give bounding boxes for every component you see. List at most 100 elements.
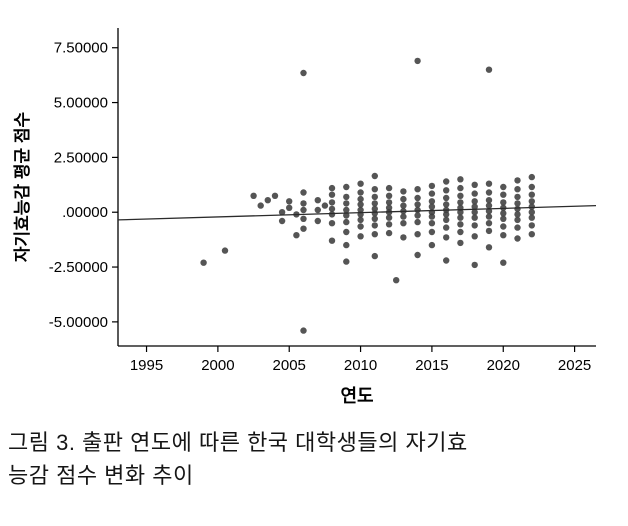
data-point xyxy=(485,197,493,204)
data-point xyxy=(264,197,271,204)
data-point xyxy=(314,197,321,204)
data-point xyxy=(514,193,521,201)
data-point xyxy=(457,209,464,216)
data-point xyxy=(471,222,478,229)
y-tick-label: .00000 xyxy=(62,204,108,221)
data-point xyxy=(343,212,350,219)
data-point xyxy=(400,202,407,209)
data-point xyxy=(414,251,421,259)
data-point xyxy=(414,186,421,193)
data-point xyxy=(514,211,521,218)
data-point xyxy=(500,210,507,217)
fit-line xyxy=(117,204,597,221)
data-point xyxy=(221,247,229,254)
data-point xyxy=(528,173,535,181)
data-point xyxy=(400,234,407,241)
data-point xyxy=(343,193,350,201)
data-point xyxy=(371,222,378,229)
data-point xyxy=(428,198,436,205)
data-point xyxy=(414,201,421,208)
data-point xyxy=(328,191,336,198)
data-point xyxy=(371,210,378,217)
data-point xyxy=(385,204,393,211)
data-point xyxy=(300,69,307,77)
data-point xyxy=(385,199,393,206)
data-point xyxy=(343,241,350,249)
data-point xyxy=(200,259,207,266)
data-point xyxy=(343,218,350,226)
data-point xyxy=(400,220,407,227)
data-point xyxy=(328,199,336,206)
data-point xyxy=(321,202,329,209)
figure-caption: 그림 3. 출판 연도에 따른 한국 대학생들의 자기효 능감 점수 변화 추이 xyxy=(8,426,620,492)
data-point xyxy=(357,233,364,240)
data-point xyxy=(428,190,436,197)
data-point xyxy=(371,186,378,193)
data-point xyxy=(414,206,421,214)
data-point xyxy=(271,192,279,199)
data-point xyxy=(528,191,535,198)
data-point xyxy=(485,244,493,251)
data-point xyxy=(250,192,257,199)
x-tick-label: 2020 xyxy=(487,357,520,374)
data-point xyxy=(357,206,364,214)
data-point xyxy=(528,222,535,229)
data-point xyxy=(314,217,321,225)
y-tick-label: -5.00000 xyxy=(49,314,108,331)
data-point xyxy=(457,192,464,199)
y-tick-label: 5.00000 xyxy=(54,95,108,112)
x-tick-label: 2015 xyxy=(415,357,448,374)
data-point xyxy=(414,231,421,238)
data-point xyxy=(457,214,464,221)
data-point xyxy=(457,228,464,236)
data-point xyxy=(485,227,493,235)
data-point xyxy=(514,177,521,184)
y-tick-label: 2.50000 xyxy=(54,149,108,166)
data-point xyxy=(443,178,450,185)
data-point xyxy=(471,261,478,269)
data-point xyxy=(471,181,478,188)
data-point xyxy=(357,180,364,187)
data-point xyxy=(300,189,307,196)
data-point xyxy=(443,201,450,208)
data-point xyxy=(471,209,478,216)
data-point xyxy=(357,189,364,196)
data-point xyxy=(414,194,421,202)
x-tick-label: 2000 xyxy=(201,357,234,374)
data-point xyxy=(371,215,378,222)
data-point xyxy=(278,209,286,216)
data-point xyxy=(371,172,378,180)
data-point xyxy=(328,220,336,227)
data-point xyxy=(357,201,364,208)
y-tick-label: 7.50000 xyxy=(54,40,108,57)
data-point xyxy=(328,184,336,192)
data-point xyxy=(371,252,378,260)
data-point xyxy=(528,231,535,238)
data-point xyxy=(514,200,521,207)
data-point xyxy=(471,190,478,197)
data-point xyxy=(414,218,421,226)
data-point xyxy=(514,235,521,242)
data-point xyxy=(371,231,378,238)
data-point xyxy=(443,194,450,202)
data-point xyxy=(371,200,378,207)
data-point xyxy=(328,205,336,213)
data-point xyxy=(400,195,407,203)
data-point xyxy=(286,204,293,211)
data-point xyxy=(300,225,307,232)
data-point xyxy=(300,327,307,334)
x-tick-label: 1995 xyxy=(130,357,163,374)
data-point xyxy=(293,232,300,239)
data-point xyxy=(500,183,507,191)
data-point xyxy=(485,180,493,187)
x-tick-label: 2010 xyxy=(344,357,377,374)
data-point xyxy=(443,216,450,224)
data-point xyxy=(371,205,378,213)
data-point xyxy=(500,259,507,266)
data-point xyxy=(514,205,521,213)
data-point xyxy=(257,202,264,209)
data-point xyxy=(457,184,464,192)
data-point xyxy=(528,198,535,205)
data-point xyxy=(400,213,407,220)
data-point xyxy=(385,214,393,221)
